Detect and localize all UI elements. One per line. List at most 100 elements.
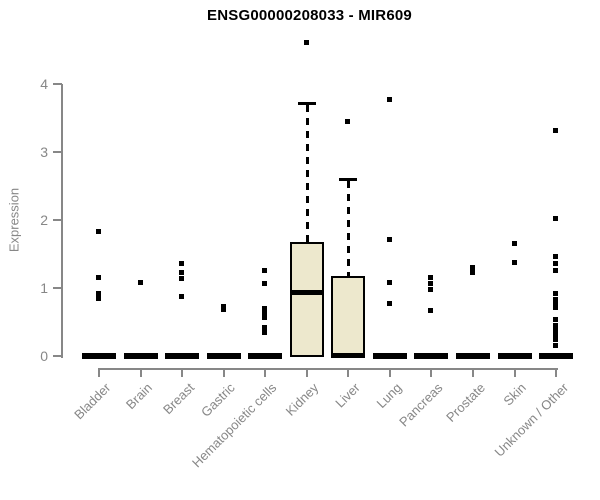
outlier-point — [428, 281, 434, 287]
upper-whisker-cap — [297, 102, 316, 106]
collapsed-box-bar — [123, 353, 158, 359]
outlier-point — [262, 330, 268, 336]
x-axis-tick — [222, 368, 225, 377]
outlier-point — [553, 260, 559, 266]
outlier-point — [553, 317, 559, 323]
x-axis-tick — [513, 368, 516, 377]
outlier-point — [262, 306, 268, 312]
outlier-point — [345, 119, 351, 125]
x-axis-tick — [555, 368, 558, 377]
outlier-point — [179, 269, 185, 275]
x-tick-label-text: Bladder — [71, 380, 114, 423]
y-tick-label: 2 — [40, 212, 48, 228]
box — [289, 242, 324, 357]
collapsed-box-bar — [497, 353, 532, 359]
outlier-point — [553, 254, 559, 260]
outlier-point — [262, 324, 268, 330]
outlier-point — [179, 275, 185, 281]
collapsed-box-bar — [165, 353, 200, 359]
outlier-point — [220, 307, 226, 313]
y-axis-tick — [53, 355, 62, 357]
box — [331, 276, 366, 357]
x-axis-tick — [305, 368, 308, 377]
outlier-point — [553, 128, 559, 134]
outlier-point — [96, 290, 101, 296]
median-line — [331, 353, 366, 358]
outlier-point — [179, 260, 185, 266]
outlier-point — [386, 279, 392, 285]
y-tick-label: 1 — [40, 280, 48, 296]
outlier-point — [469, 264, 475, 270]
collapsed-box-bar — [206, 353, 241, 359]
outlier-point — [303, 39, 309, 45]
median-line — [289, 290, 324, 295]
outlier-point — [553, 305, 559, 311]
outlier-point — [96, 296, 101, 302]
outlier-point — [262, 315, 268, 321]
x-axis-tick — [347, 368, 350, 377]
x-axis-tick — [471, 368, 474, 377]
collapsed-box-bar — [372, 353, 407, 359]
outlier-point — [553, 328, 559, 334]
outlier-point — [96, 275, 101, 281]
x-axis-tick — [388, 368, 391, 377]
x-axis-tick — [181, 368, 184, 377]
x-axis-line — [99, 368, 559, 370]
collapsed-box-bar — [414, 353, 449, 359]
outlier-point — [179, 294, 185, 300]
outlier-point — [428, 286, 434, 292]
x-tick-label-text: Kidney — [282, 380, 322, 419]
x-axis-tick — [139, 368, 142, 377]
outlier-point — [553, 322, 559, 328]
x-tick-label-text: Prostate — [442, 380, 488, 425]
collapsed-box-bar — [539, 353, 574, 359]
y-tick-label: 3 — [40, 144, 48, 160]
chart-title: ENSG00000208033 - MIR609 — [207, 7, 412, 24]
y-axis-tick — [53, 219, 62, 221]
outlier-point — [428, 307, 434, 313]
outlier-point — [511, 260, 517, 266]
x-tick-label-text: Pancreas — [396, 380, 446, 430]
y-axis-line — [61, 84, 63, 358]
outlier-point — [553, 268, 559, 274]
collapsed-box-bar — [248, 353, 283, 359]
x-tick-label-text: Liver — [332, 380, 363, 411]
y-axis-tick — [53, 151, 62, 153]
x-tick-label-text: Breast — [159, 380, 197, 418]
outlier-point — [469, 269, 475, 275]
outlier-point — [386, 300, 392, 306]
y-tick-label: 4 — [40, 76, 48, 92]
outlier-point — [386, 96, 392, 102]
y-axis-tick — [53, 287, 62, 289]
x-axis-tick — [264, 368, 267, 377]
outlier-point — [137, 279, 143, 285]
outlier-point — [220, 303, 226, 309]
outlier-point — [553, 215, 559, 221]
outlier-point — [262, 310, 268, 316]
outlier-point — [511, 241, 517, 247]
outlier-point — [553, 296, 559, 302]
outlier-point — [553, 343, 559, 349]
x-tick-label-text: Gastric — [198, 380, 239, 420]
x-axis-tick — [98, 368, 100, 377]
collapsed-box-bar — [455, 353, 490, 359]
outlier-point — [428, 275, 434, 281]
outlier-point — [553, 331, 559, 337]
y-tick-label: 0 — [40, 348, 48, 364]
collapsed-box-bar — [82, 353, 116, 359]
outlier-point — [262, 281, 268, 287]
upper-whisker — [305, 105, 309, 244]
upper-whisker — [347, 181, 351, 278]
outlier-point — [96, 228, 101, 234]
outlier-point — [553, 337, 559, 342]
x-tick-label-text: Lung — [373, 380, 405, 412]
upper-whisker-cap — [339, 178, 358, 182]
x-tick-label-text: Skin — [500, 380, 530, 409]
x-tick-label-text: Brain — [123, 380, 156, 413]
outlier-point — [386, 237, 392, 243]
outlier-point — [262, 268, 268, 274]
x-axis-tick — [430, 368, 433, 377]
x-tick-label-text: Unknown / Other — [491, 380, 571, 460]
y-axis-tick — [53, 83, 62, 85]
